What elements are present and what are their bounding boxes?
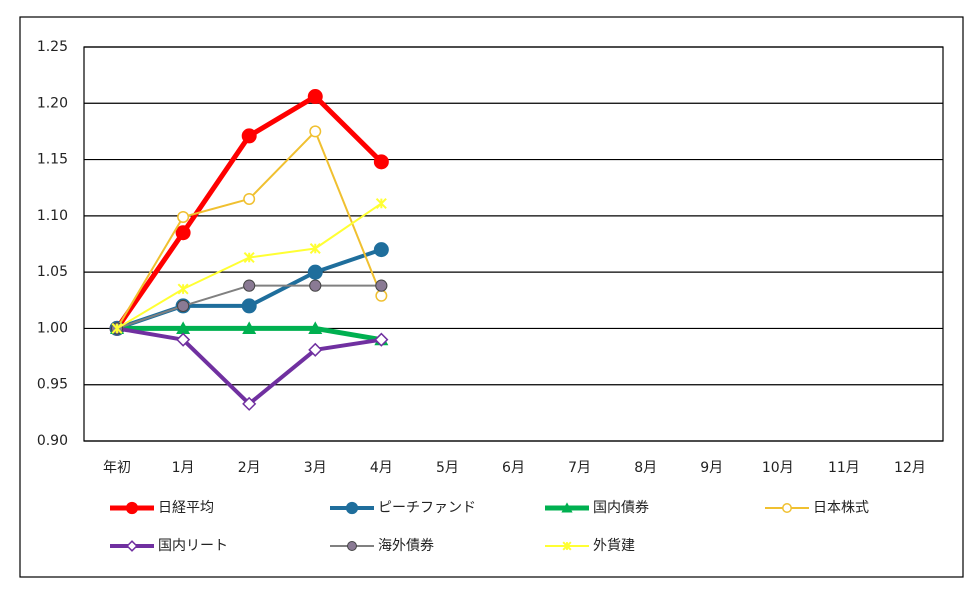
chart-frame [19,16,964,578]
legend-marker [561,502,573,513]
marker [111,322,123,334]
x-tick-label: 3月 [304,460,327,476]
y-tick-label: 1.05 [37,264,68,280]
y-tick-label: 0.90 [37,433,68,449]
marker [242,396,257,411]
legend-label: 国内債券 [593,500,649,516]
x-tick-label: 1月 [172,460,195,476]
marker [375,279,388,292]
legend-marker [782,503,792,513]
legend-label: ピーチファンド [378,500,476,516]
x-tick-label: 9月 [700,460,723,476]
x-tick-label: 7月 [568,460,591,476]
marker [176,321,191,335]
marker [375,197,387,209]
marker [374,332,389,347]
marker [309,279,322,292]
plot-border [83,46,944,442]
x-tick-label: 8月 [634,460,657,476]
legend-marker [125,501,139,515]
x-tick-label: 6月 [502,460,525,476]
marker [373,242,389,258]
legend-label: 日経平均 [158,500,214,516]
marker [307,264,323,280]
y-tick-label: 1.20 [37,95,68,111]
marker [308,321,323,335]
marker [308,342,323,357]
y-tick-label: 1.25 [37,39,68,55]
y-tick-label: 1.00 [37,320,68,336]
marker [242,321,257,335]
y-tick-label: 1.10 [37,208,68,224]
x-tick-label: 5月 [436,460,459,476]
marker [243,279,256,292]
marker [176,332,191,347]
x-tick-label: 11月 [828,460,860,476]
y-tick-label: 1.15 [37,152,68,168]
marker [241,128,257,144]
marker [309,242,321,255]
marker [177,299,190,313]
legend-marker [126,540,138,552]
marker [243,192,256,205]
legend-marker [347,541,357,551]
legend-label: 外貨建 [593,537,635,554]
legend-label: 海外債券 [378,538,434,554]
legend-marker [345,501,359,515]
x-tick-label: 年初 [103,459,131,476]
legend-marker [562,541,572,551]
marker [177,210,190,223]
marker [309,125,322,138]
marker [375,289,388,302]
x-tick-label: 4月 [370,460,393,476]
marker [373,154,389,170]
legend-label: 日本株式 [813,500,869,516]
x-tick-label: 2月 [238,460,261,476]
marker [307,89,323,105]
marker [177,283,189,295]
legend-label: 国内リート [158,538,228,554]
marker [175,225,191,241]
x-tick-label: 12月 [894,460,926,476]
marker [241,298,257,314]
y-tick-label: 0.95 [37,377,68,393]
marker [243,252,255,264]
x-tick-label: 10月 [762,460,794,476]
